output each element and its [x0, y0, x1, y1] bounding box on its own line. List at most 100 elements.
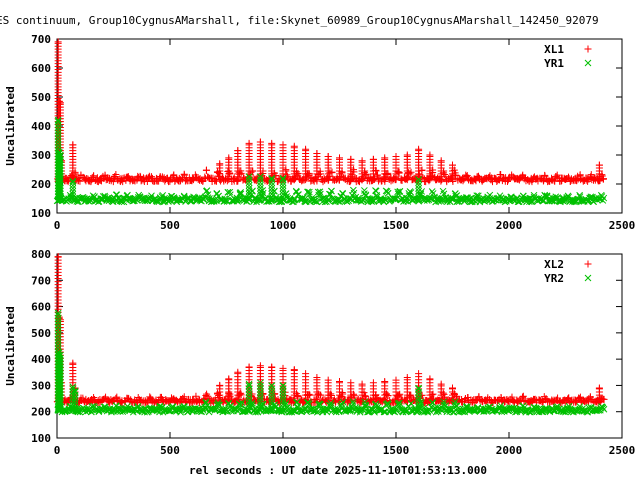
data-point	[257, 391, 264, 399]
data-point	[109, 196, 117, 203]
data-point	[392, 152, 400, 160]
data-point	[268, 391, 276, 399]
data-point	[122, 176, 130, 184]
data-point	[595, 161, 603, 169]
data-point	[415, 394, 422, 402]
data-point	[54, 144, 62, 152]
data-point	[57, 170, 64, 178]
x-tick-label: 2500	[609, 219, 636, 232]
data-point	[395, 168, 403, 176]
data-point	[57, 400, 64, 408]
data-point	[57, 164, 64, 172]
legend-label: XL2	[544, 258, 564, 271]
data-point	[57, 167, 64, 175]
data-point	[268, 400, 276, 408]
data-point	[268, 174, 276, 182]
legend-label: XL1	[544, 43, 564, 56]
data-point	[268, 176, 276, 184]
data-point	[600, 194, 608, 202]
data-point	[69, 383, 77, 391]
x-tick-label: 2000	[496, 444, 523, 457]
data-point	[268, 184, 276, 192]
data-point	[257, 184, 264, 192]
y-tick-label: 500	[31, 327, 51, 340]
data-point	[360, 197, 367, 204]
data-point	[245, 394, 253, 402]
data-point	[147, 173, 155, 181]
data-point	[225, 154, 233, 162]
data-point	[57, 403, 64, 411]
data-point	[268, 397, 276, 405]
x-tick-label: 2500	[609, 444, 636, 457]
data-point	[71, 394, 79, 402]
y-tick-label: 200	[31, 406, 51, 419]
data-point	[351, 174, 359, 182]
data-point	[69, 177, 77, 185]
data-point	[69, 391, 77, 399]
data-point	[268, 196, 276, 204]
data-point	[69, 407, 77, 414]
data-point	[313, 150, 321, 158]
data-point	[54, 330, 62, 338]
data-point	[69, 403, 77, 411]
data-point	[69, 359, 77, 367]
data-point	[316, 400, 324, 408]
data-point	[57, 394, 64, 402]
data-point	[69, 190, 77, 198]
data-point	[71, 407, 79, 414]
data-point	[405, 192, 413, 199]
data-point	[203, 187, 211, 194]
data-point	[279, 407, 287, 414]
data-point	[426, 151, 434, 159]
data-point	[257, 176, 264, 184]
data-point	[119, 178, 127, 186]
plot-frame	[56, 38, 623, 214]
data-point	[415, 187, 422, 195]
data-point	[415, 193, 422, 201]
data-point	[245, 187, 253, 195]
data-point	[268, 382, 276, 389]
data-point	[407, 168, 415, 176]
data-point	[290, 142, 298, 150]
data-point	[177, 408, 184, 416]
data-point	[358, 380, 366, 388]
data-point	[279, 400, 287, 408]
data-point	[362, 393, 370, 401]
data-point	[279, 364, 287, 372]
data-point	[245, 182, 253, 189]
data-point	[380, 408, 388, 416]
data-point	[279, 187, 287, 195]
data-point	[313, 198, 321, 206]
data-point	[279, 182, 287, 189]
data-point	[302, 370, 310, 378]
data-point	[371, 408, 378, 416]
bottom-panel: 0 500 1000 1500 2000 2500 100 200 300 400 500 600 70…	[4, 248, 635, 457]
data-point	[496, 171, 504, 179]
data-point	[540, 176, 548, 184]
data-point	[245, 363, 253, 371]
data-point	[204, 191, 212, 198]
data-point	[361, 187, 368, 194]
data-point	[279, 193, 287, 201]
data-point	[452, 392, 460, 400]
data-point	[302, 145, 310, 153]
data-point	[279, 176, 287, 184]
data-point	[396, 187, 404, 195]
data-point	[268, 193, 276, 201]
data-point	[54, 141, 62, 149]
data-point	[595, 384, 603, 392]
data-point	[347, 379, 355, 387]
y-tick-label: 600	[31, 301, 51, 314]
data-point	[268, 190, 276, 198]
data-point	[234, 198, 241, 205]
data-point	[202, 398, 210, 406]
data-point	[216, 160, 224, 168]
x-tick-label: 500	[160, 444, 180, 457]
data-point	[403, 374, 411, 382]
data-point	[234, 147, 242, 155]
series-XL2	[53, 253, 608, 407]
data-point	[57, 361, 64, 368]
data-point	[126, 196, 133, 203]
data-point	[57, 354, 64, 362]
